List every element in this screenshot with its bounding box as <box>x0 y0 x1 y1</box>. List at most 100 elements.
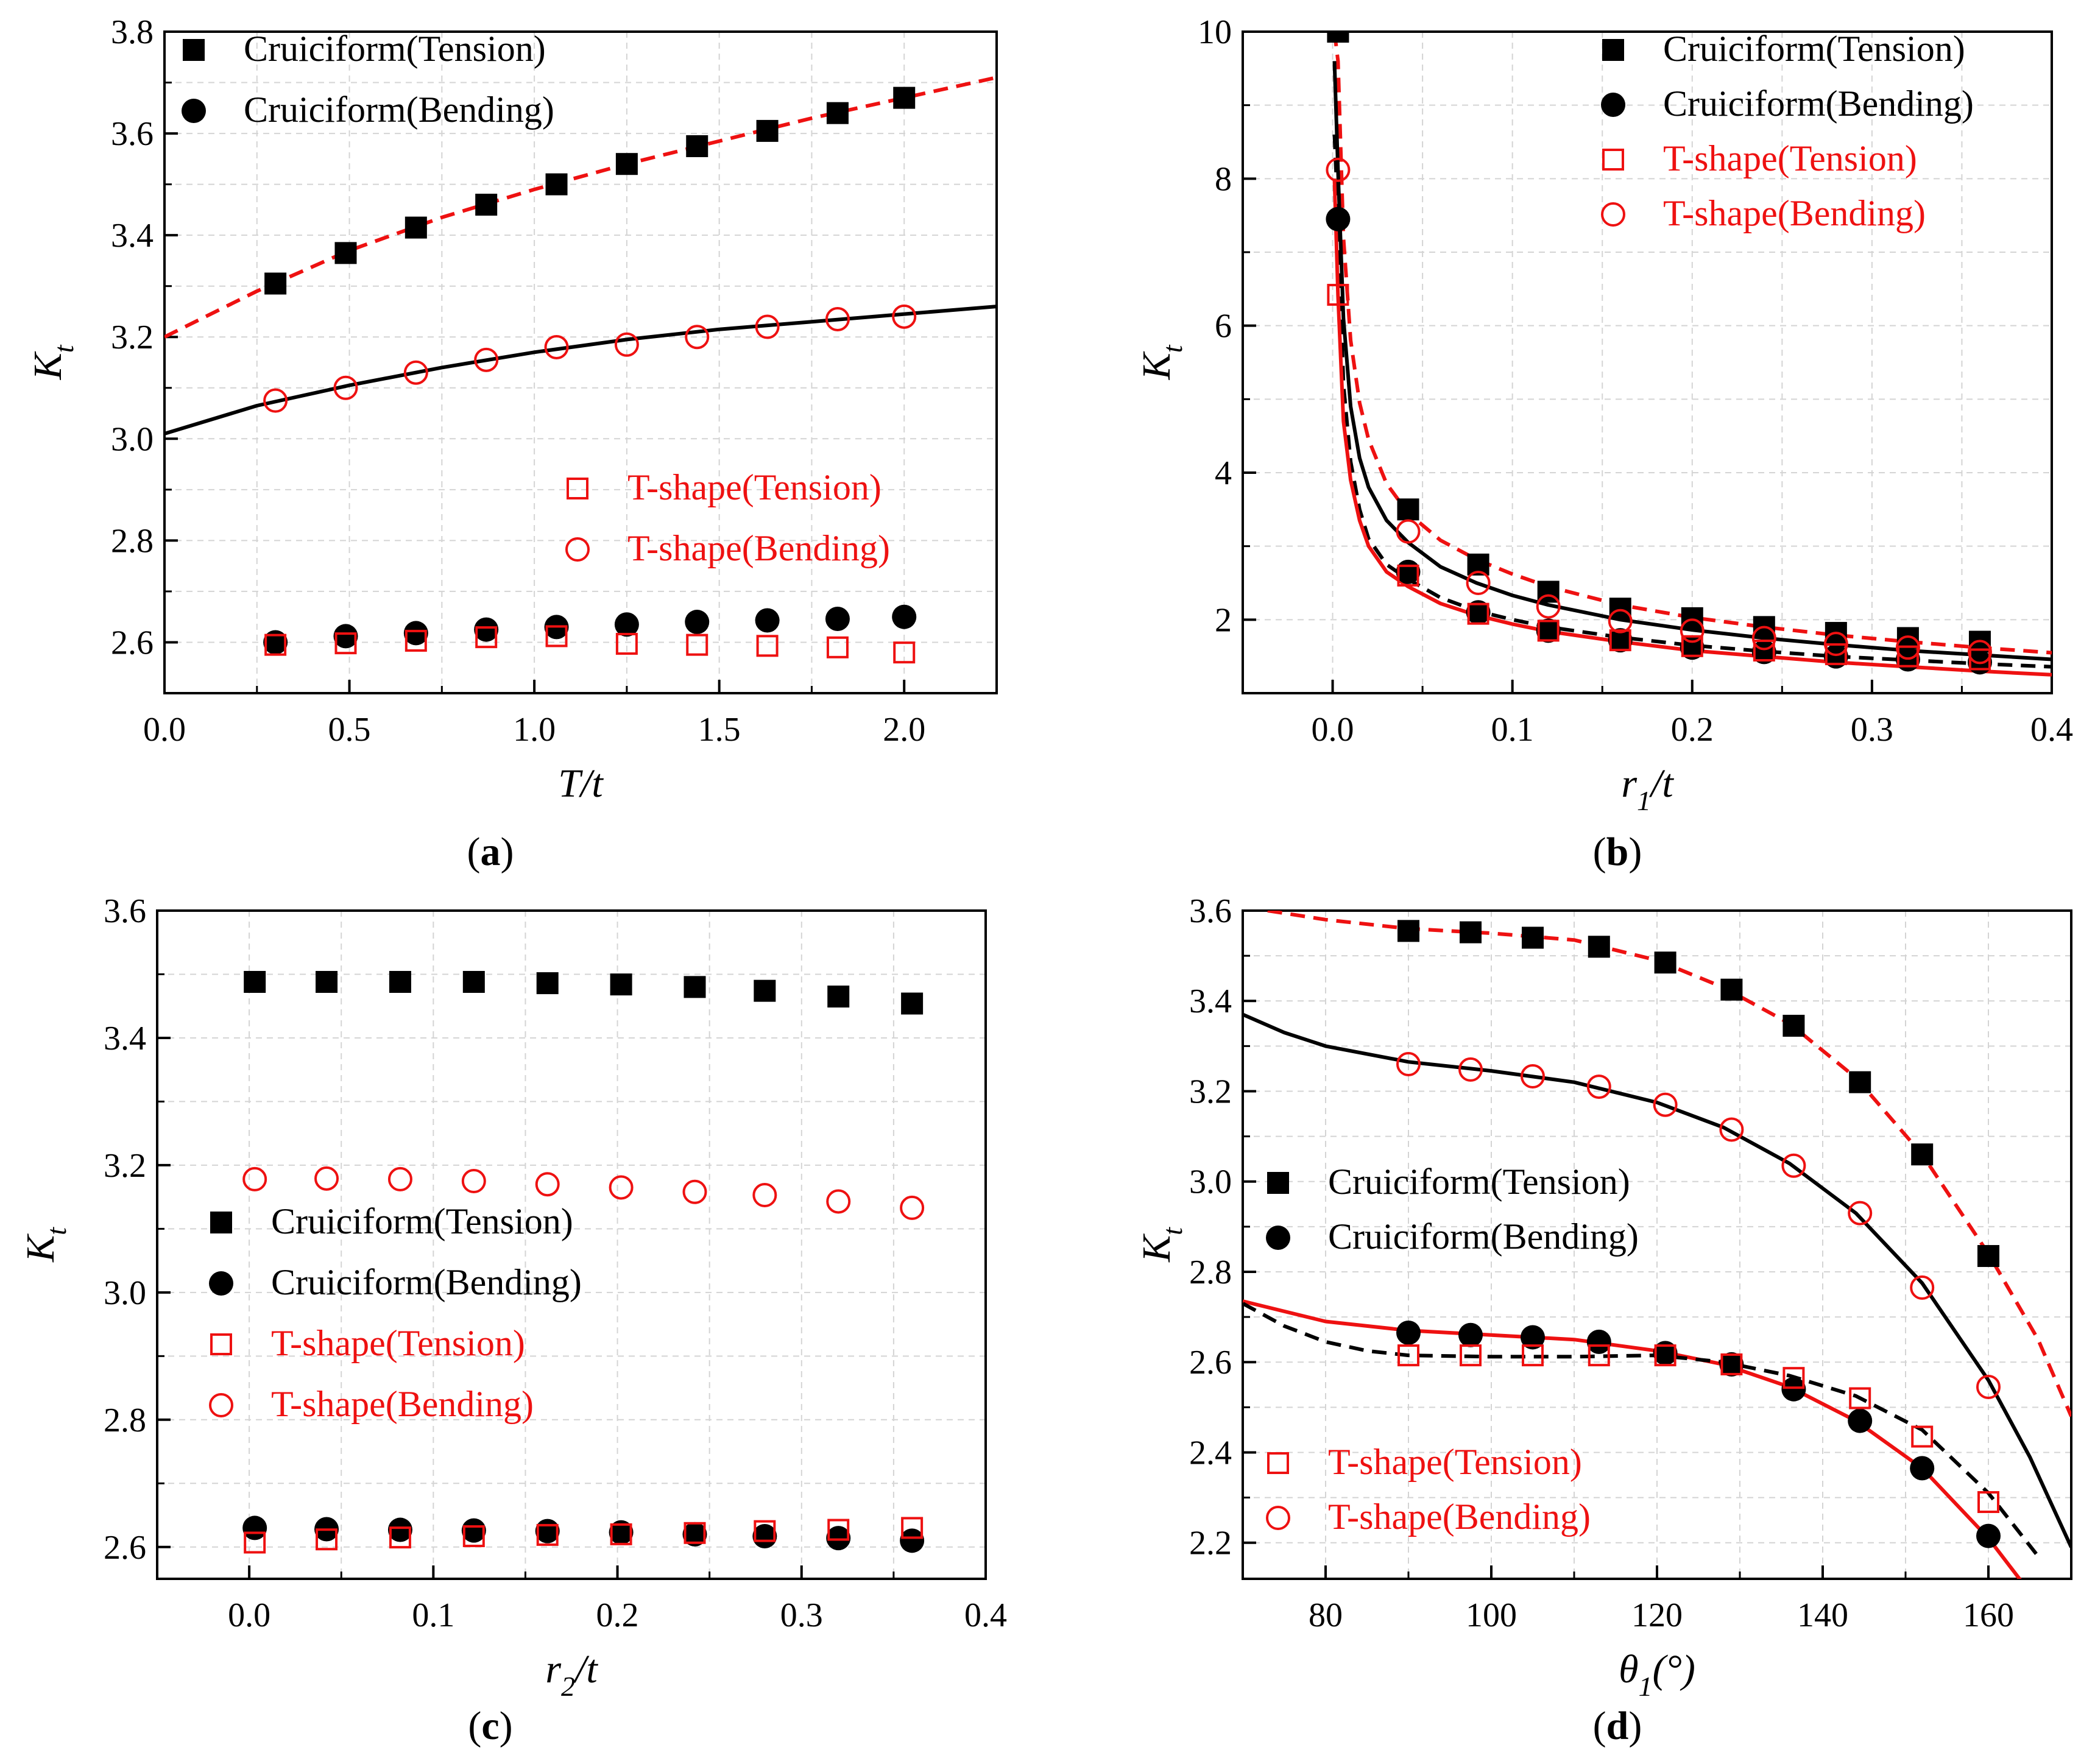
data-point <box>334 242 357 264</box>
data-point <box>461 1518 486 1543</box>
x-axis-label: r1/t <box>1621 761 1674 816</box>
legend-label: T-shape(Bending) <box>1663 193 1926 233</box>
y-axis-label: Kt <box>18 1227 72 1263</box>
data-point <box>825 607 850 632</box>
legend-label: Cruiciform(Tension) <box>1328 1162 1630 1202</box>
x-axis-label-tail: /t <box>573 1647 598 1692</box>
legend-marker <box>1266 1506 1290 1530</box>
data-point <box>755 608 780 633</box>
legend-top-right: Cruiciform(Tension) Cruiciform(Bending) T-… <box>1601 29 1974 233</box>
data-point <box>893 641 916 664</box>
data-point <box>1781 1153 1806 1178</box>
data-point <box>754 979 776 1002</box>
data-point <box>1849 1071 1871 1093</box>
y-axis-label-sub: t <box>48 344 79 353</box>
data-point <box>614 332 639 357</box>
data-point <box>405 216 427 239</box>
data-point <box>1654 951 1676 974</box>
fit-curve-3 <box>1243 1299 2022 1579</box>
legend-label: T-shape(Bending) <box>271 1384 534 1424</box>
data-point <box>475 626 498 649</box>
data-point <box>1910 1275 1935 1300</box>
data-point <box>314 1166 339 1191</box>
chart-panel-1: 0.0 0.5 1.0 1.5 2.0 2.6 2.8 3.0 3.2 3.4 3.6 3.8 T/t K… <box>26 13 998 806</box>
data-point <box>682 1179 707 1204</box>
data-point <box>1521 1064 1545 1089</box>
legend-label: Cruiciform(Tension) <box>1663 29 1965 69</box>
series-t-shape-bending <box>1396 1052 2001 1399</box>
grid-lines <box>157 910 986 1579</box>
data-point <box>1460 921 1482 944</box>
x-tick-label: 140 <box>1797 1596 1848 1634</box>
legend-marker <box>209 1393 233 1417</box>
legend-label: T-shape(Bending) <box>627 528 890 568</box>
x-tick-label: 0.3 <box>1851 711 1893 749</box>
y-axis-label-sub: t <box>41 1227 72 1235</box>
data-point <box>387 1517 412 1542</box>
y-tick-label: 2.6 <box>111 624 154 662</box>
data-point <box>333 375 358 400</box>
x-tick-label: 160 <box>1963 1596 2014 1634</box>
data-point <box>900 1195 925 1220</box>
legend-center-left: Cruiciform(Tension) Cruiciform(Bending) T-… <box>209 1201 582 1424</box>
data-point <box>1588 1344 1610 1367</box>
panel-caption: (c) <box>468 1704 512 1748</box>
y-tick-label: 2.8 <box>1189 1254 1232 1291</box>
data-point <box>1680 635 1705 660</box>
legend-label: T-shape(Tension) <box>271 1323 525 1363</box>
data-point <box>900 1528 925 1553</box>
data-point <box>1537 619 1560 642</box>
data-point <box>1397 564 1419 587</box>
data-point <box>754 1520 776 1542</box>
plot-area <box>1326 32 2052 677</box>
data-point <box>462 1525 485 1548</box>
x-tick-label: 2.0 <box>883 711 925 749</box>
data-point <box>1397 1344 1419 1367</box>
data-point <box>686 633 708 656</box>
x-tick-label: 0.0 <box>228 1596 270 1634</box>
data-point <box>1326 157 1351 182</box>
plot-frame <box>163 30 998 694</box>
x-axis-label: T/t <box>558 761 604 806</box>
x-tick-label: 0.2 <box>596 1596 639 1634</box>
data-point <box>1720 978 1743 1001</box>
y-tick-label: 3.0 <box>111 420 154 458</box>
y-axis-label-main: K <box>1134 1233 1179 1263</box>
data-point <box>892 304 917 329</box>
fit-curve-2 <box>1243 1012 2071 1548</box>
data-point <box>682 1522 707 1547</box>
data-point <box>545 625 568 647</box>
legend-marker <box>1602 149 1624 171</box>
y-axis-label-main: K <box>26 351 70 380</box>
data-point <box>1977 1245 1999 1268</box>
legend-label: Cruiciform(Bending) <box>271 1262 582 1302</box>
data-point <box>1681 607 1703 629</box>
series-cruiciform-tension <box>264 86 916 295</box>
data-point <box>263 388 288 413</box>
data-point <box>1536 618 1561 643</box>
data-point <box>461 1169 486 1194</box>
data-point <box>826 636 849 658</box>
data-point <box>1397 498 1419 521</box>
y-axis-label: Kt <box>1134 344 1188 380</box>
data-point <box>1586 1329 1611 1354</box>
y-tick-label: 3.2 <box>1189 1073 1232 1110</box>
data-point <box>1753 640 1775 662</box>
legend-marker <box>183 39 205 61</box>
data-point <box>609 1520 634 1545</box>
grid-lines <box>1242 31 2052 694</box>
data-point <box>825 306 850 331</box>
y-tick-label: 2.6 <box>104 1529 146 1567</box>
data-point <box>1781 1377 1806 1402</box>
data-point <box>1976 1523 2001 1548</box>
grid-lines <box>164 31 997 694</box>
data-point <box>1396 1321 1421 1346</box>
y-axis-label-sub: t <box>1157 1227 1188 1235</box>
legend-bottom-right: T-shape(Tension) T-shape(Bending) <box>565 467 890 568</box>
x-tick-label: 0.5 <box>328 711 371 749</box>
data-point <box>1327 32 1349 43</box>
legend-marker <box>565 537 590 562</box>
data-point <box>1719 1352 1744 1377</box>
legend-marker <box>1602 39 1624 61</box>
data-point <box>901 1517 924 1539</box>
